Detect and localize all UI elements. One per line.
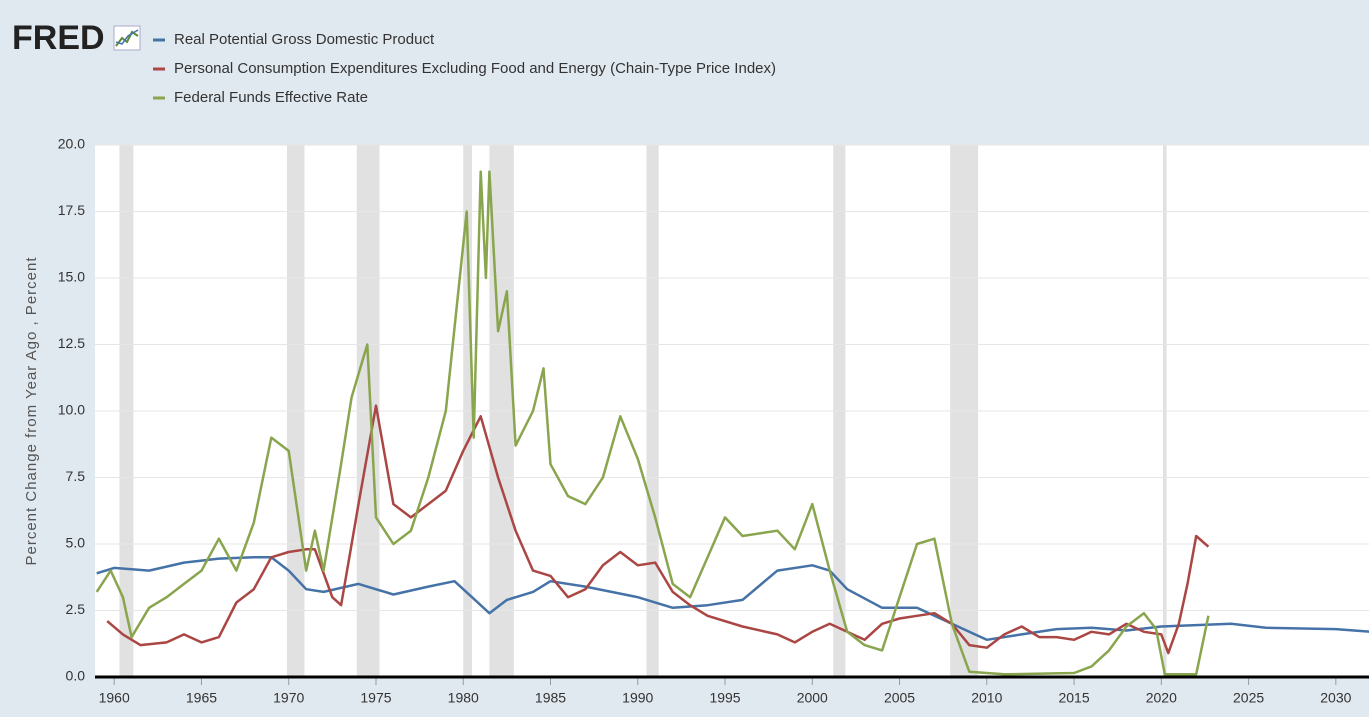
- x-tick-label: 1985: [535, 690, 566, 706]
- y-tick-label: 17.5: [58, 202, 85, 218]
- x-tick-label: 2005: [884, 690, 915, 706]
- x-tick-label: 2015: [1058, 690, 1089, 706]
- logo-icon: [113, 25, 141, 51]
- logo: FRED: [12, 19, 105, 57]
- x-tick-label: 1960: [99, 690, 130, 706]
- x-tick-label: 2000: [797, 690, 828, 706]
- y-tick-label: 10.0: [58, 402, 85, 418]
- legend-label: Federal Funds Effective Rate: [174, 89, 368, 106]
- y-tick-label: 2.5: [66, 601, 86, 617]
- y-tick-label: 5.0: [66, 535, 86, 551]
- y-tick-label: 20.0: [58, 136, 85, 152]
- x-tick-label: 2025: [1233, 690, 1264, 706]
- legend-label: Real Potential Gross Domestic Product: [174, 31, 435, 48]
- x-tick-label: 1970: [273, 690, 304, 706]
- y-tick-label: 7.5: [66, 468, 86, 484]
- x-tick-label: 1990: [622, 690, 653, 706]
- series-line: [96, 556, 1369, 642]
- y-tick-label: 0.0: [66, 668, 86, 684]
- x-tick-label: 2010: [971, 690, 1002, 706]
- series-line: [106, 404, 1210, 655]
- y-axis-label: Percent Change from Year Ago , Percent: [23, 256, 40, 565]
- x-tick-label: 1975: [360, 690, 391, 706]
- x-tick-label: 1980: [448, 690, 479, 706]
- series-line: [95, 170, 1210, 676]
- legend-label: Personal Consumption Expenditures Exclud…: [174, 60, 776, 77]
- x-tick-label: 2020: [1146, 690, 1177, 706]
- y-tick-label: 15.0: [58, 269, 85, 285]
- y-tick-label: 12.5: [58, 335, 85, 351]
- x-tick-label: 1995: [709, 690, 740, 706]
- x-tick-label: 1965: [186, 690, 217, 706]
- x-tick-label: 2030: [1320, 690, 1351, 706]
